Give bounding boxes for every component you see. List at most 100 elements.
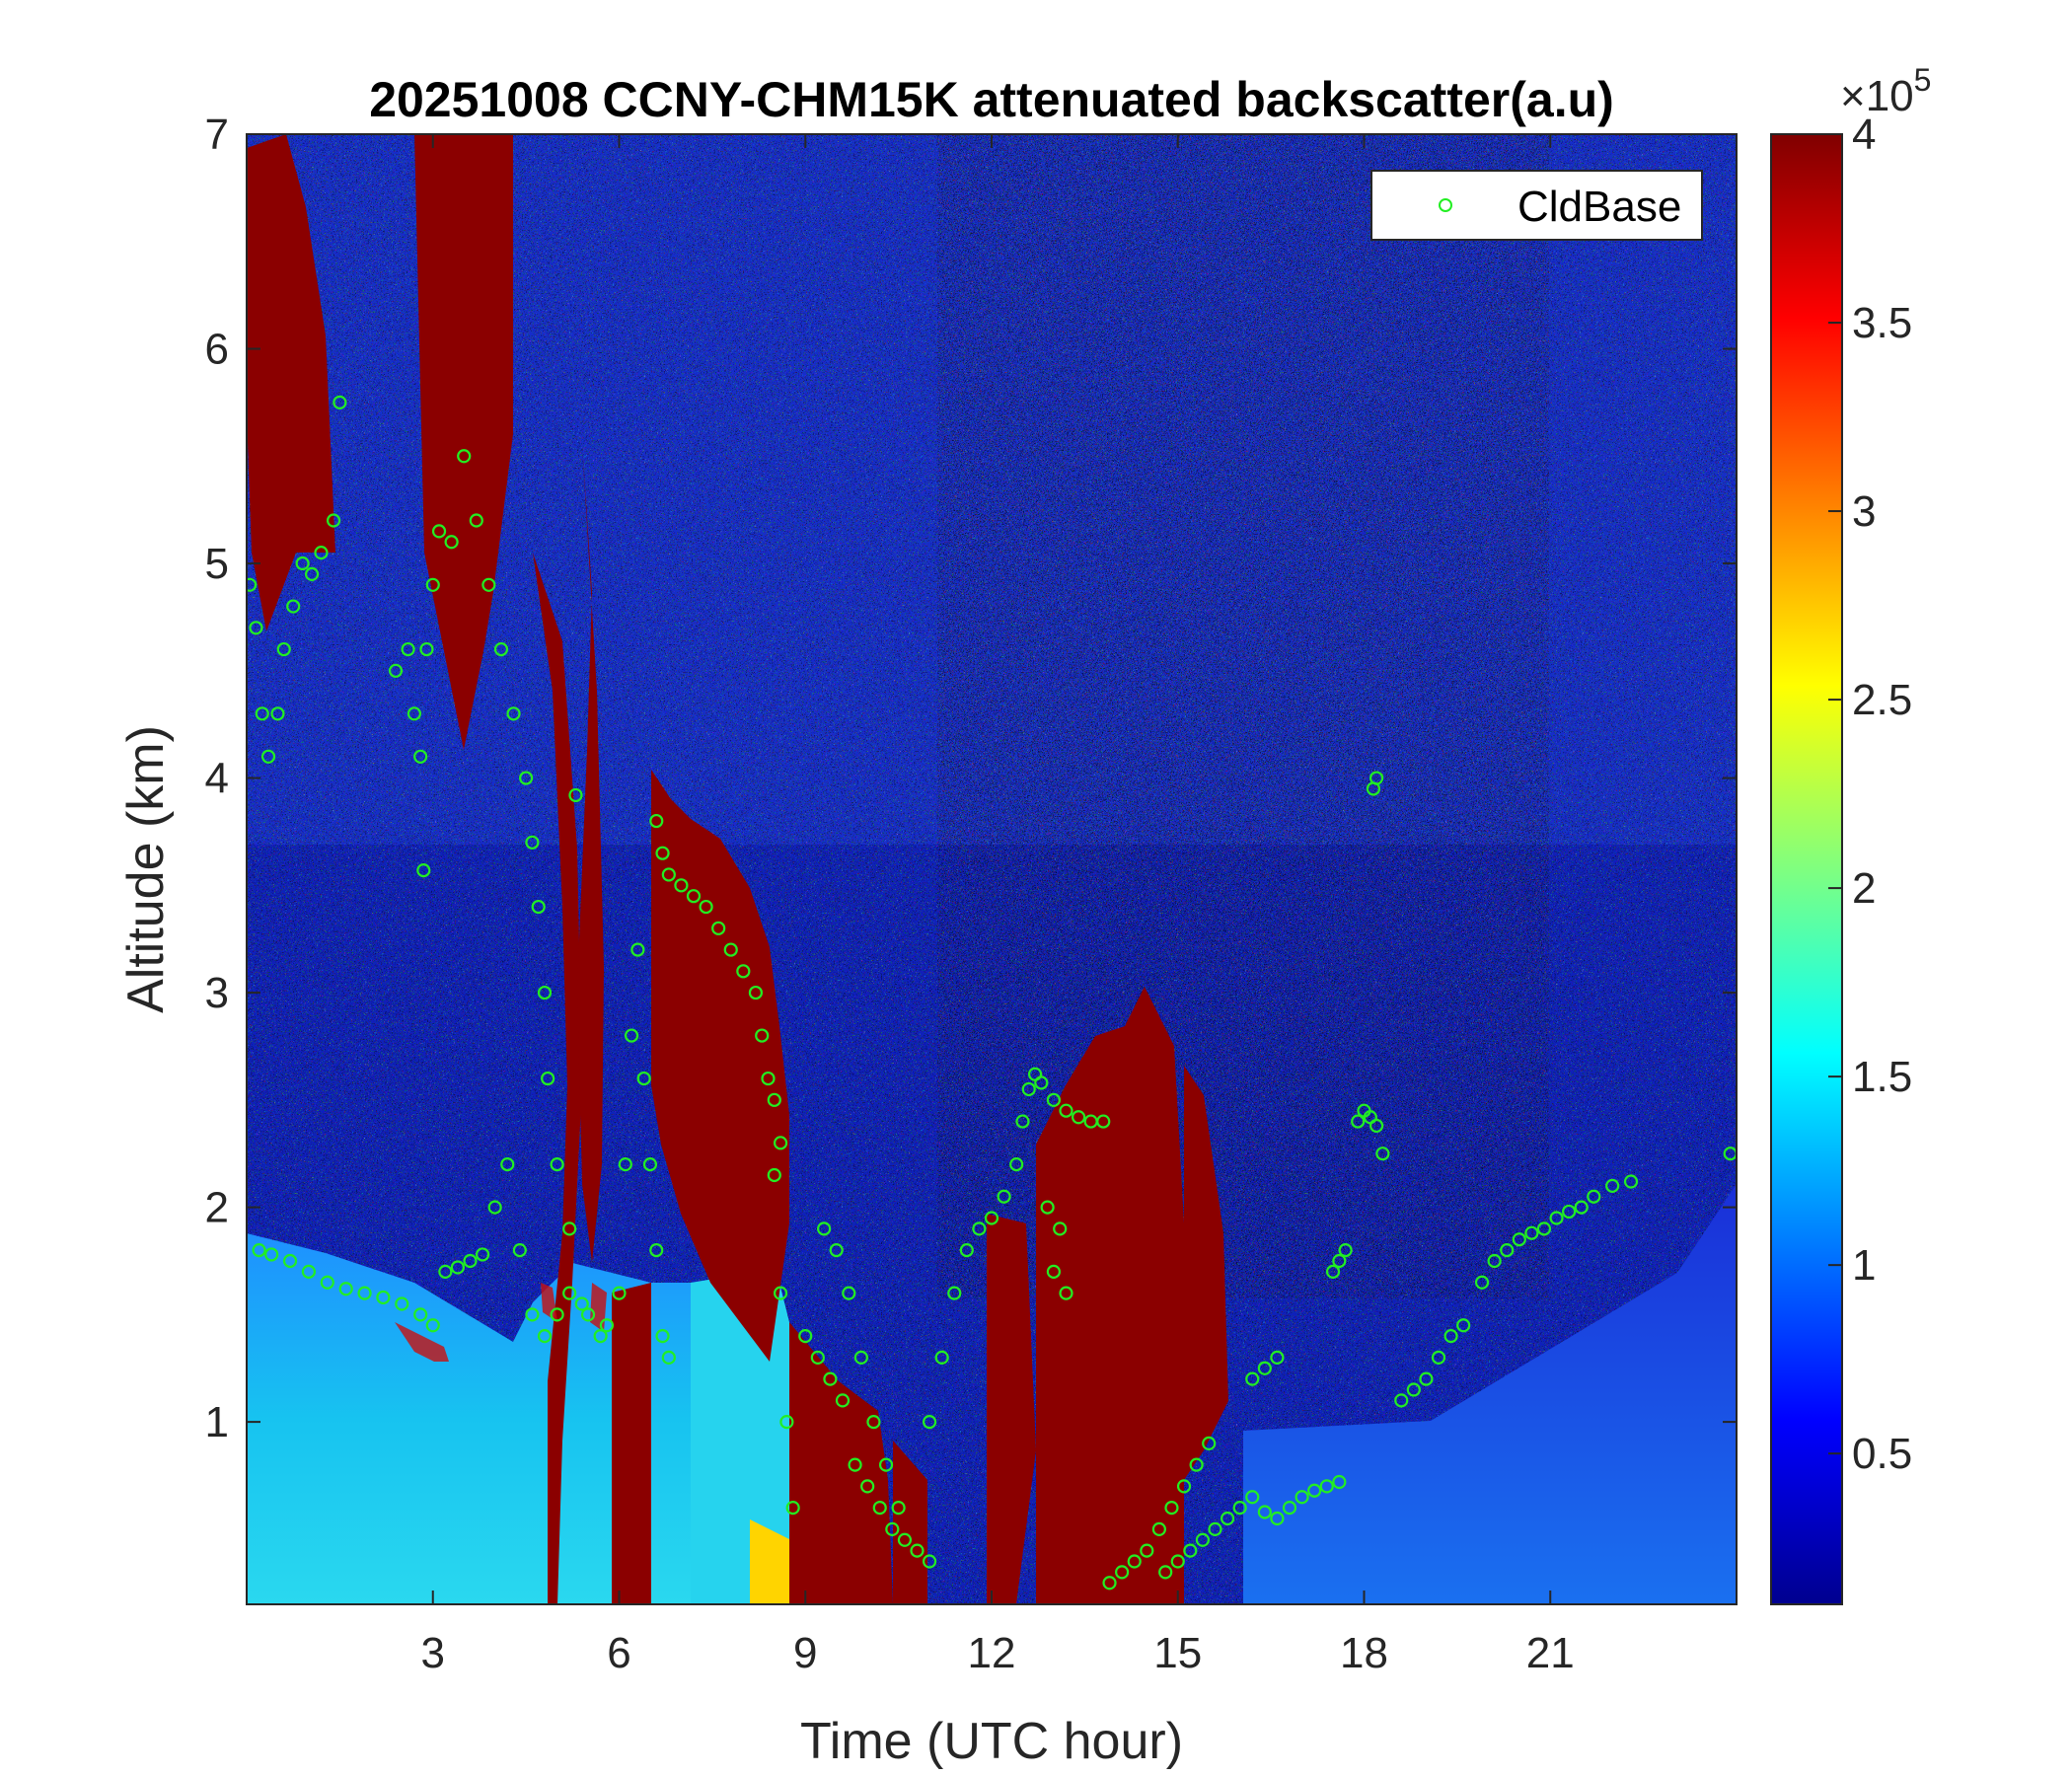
cldbase-point <box>723 942 738 957</box>
cldbase-point <box>1536 1221 1552 1236</box>
cldbase-point <box>1071 1110 1086 1125</box>
cldbase-point <box>842 1286 856 1300</box>
colorbar: 0.5 1 1.5 2 2.5 3 3.5 4 ×105 <box>1770 62 1931 1605</box>
cldbase-point <box>301 1264 317 1279</box>
cldbase-point <box>1332 1474 1347 1490</box>
cldbase-point <box>853 1350 868 1365</box>
cldbase-point <box>1574 1200 1589 1215</box>
cldbase-point <box>1059 1286 1073 1300</box>
cldbase-point <box>481 577 496 592</box>
y-tick-label: 6 <box>205 326 229 374</box>
cldbase-point <box>450 1260 466 1275</box>
cldbase-point <box>1307 1483 1322 1498</box>
cldbase-point <box>376 1290 391 1305</box>
cldbase-point <box>1487 1253 1502 1269</box>
cldbase-point <box>463 1253 478 1269</box>
cldbase-point <box>1232 1501 1247 1516</box>
cldbase-point <box>401 641 415 657</box>
cldbase-point <box>333 395 347 409</box>
legend-entry: CldBase <box>1517 183 1681 231</box>
cldbase-point <box>860 1479 875 1494</box>
cldbase-point <box>1096 1114 1111 1129</box>
cldbase-point <box>1127 1554 1142 1569</box>
cldbase-point <box>1040 1200 1055 1215</box>
cldbase-point <box>276 641 291 657</box>
x-axis-label: Time (UTC hour) <box>800 1713 1183 1770</box>
cldbase-point <box>984 1211 999 1225</box>
cldbase-point <box>785 1501 800 1516</box>
cldbase-point <box>568 787 583 803</box>
cldbase-point <box>1474 1275 1490 1290</box>
cldbase-point <box>1369 771 1384 785</box>
colorbar-multiplier: ×105 <box>1840 62 1931 120</box>
cldbase-point <box>1406 1382 1421 1397</box>
cldbase-point <box>247 577 258 592</box>
cldbase-point <box>1351 1114 1366 1129</box>
cldbase-point <box>1270 1511 1285 1526</box>
y-tick-label: 4 <box>205 755 229 803</box>
colorbar-tick-label: 3.5 <box>1852 299 1912 347</box>
cldbase-point <box>574 1296 589 1311</box>
legend-marker <box>1439 198 1452 212</box>
cldbase-point <box>910 1543 925 1558</box>
cldbase-point <box>618 1156 632 1172</box>
cldbase-point <box>1115 1565 1130 1580</box>
cldbase-point <box>493 641 509 657</box>
cldbase-point <box>1332 1253 1347 1269</box>
cldbase-point <box>1524 1225 1539 1240</box>
cldbase-point <box>1587 1189 1601 1204</box>
cldbase-point <box>260 749 276 764</box>
cldbase-point <box>562 1221 577 1236</box>
cldbase-point <box>866 1415 881 1430</box>
x-tick-label: 18 <box>1340 1629 1388 1677</box>
cldbase-point <box>761 1071 776 1086</box>
cldbase-point <box>897 1532 913 1547</box>
cldbase-point <box>1015 1114 1030 1129</box>
cldbase-point <box>661 867 676 882</box>
colorbar-tick-label: 2.5 <box>1852 676 1912 724</box>
cldbase-point <box>1245 1490 1260 1505</box>
colorbar-ticks: 0.5 1 1.5 2 2.5 3 3.5 4 <box>1828 111 1912 1478</box>
cldbase-point <box>934 1350 949 1365</box>
cldbase-point <box>1034 1075 1049 1090</box>
cldbase-point <box>997 1189 1011 1204</box>
cldbase-point <box>537 985 553 1000</box>
cldbase-point <box>1195 1532 1211 1547</box>
x-tick-label: 6 <box>607 1629 630 1677</box>
cldbase-point <box>1562 1204 1577 1220</box>
x-axis: 3 6 9 12 15 18 21 <box>421 134 1575 1677</box>
cldbase-point <box>642 1156 658 1172</box>
cldbase-point <box>1369 1118 1384 1134</box>
chart-title: 20251008 CCNY-CHM15K attenuated backscat… <box>369 72 1614 127</box>
cldbase-point <box>649 1242 664 1258</box>
cldbase-point <box>736 964 751 979</box>
cldbase-point <box>593 1329 608 1344</box>
cldbase-point <box>252 1242 266 1258</box>
cldbase-point <box>519 771 534 785</box>
cldbase-point <box>649 813 664 829</box>
cldbase-point <box>531 899 546 915</box>
cldbase-point <box>891 1501 906 1516</box>
cldbase-point <box>829 1242 844 1258</box>
cldbase-point <box>512 1242 527 1258</box>
heatmap-field <box>247 134 1737 1604</box>
cldbase-point <box>1021 1081 1036 1097</box>
x-tick-label: 15 <box>1153 1629 1202 1677</box>
cldbase-point <box>286 599 301 614</box>
cldbase-point <box>686 889 702 904</box>
cldbase-point <box>624 1028 639 1043</box>
cldbase-point <box>469 513 483 528</box>
cldbase-point <box>282 1253 298 1269</box>
cldbase-point <box>438 1264 453 1279</box>
cldbase-point <box>1102 1576 1117 1591</box>
cldbase-point <box>475 1247 490 1262</box>
cldbase-point <box>1257 1361 1272 1375</box>
colorbar-tick-label: 4 <box>1852 111 1876 159</box>
cldbase-point <box>338 1282 353 1296</box>
cldbase-point <box>295 555 310 571</box>
cldbase-point <box>431 524 447 539</box>
cldbase-point <box>416 862 431 878</box>
cldbase-point <box>1512 1232 1526 1247</box>
cldbase-point <box>1456 1318 1471 1333</box>
cldbase-point <box>525 835 540 850</box>
